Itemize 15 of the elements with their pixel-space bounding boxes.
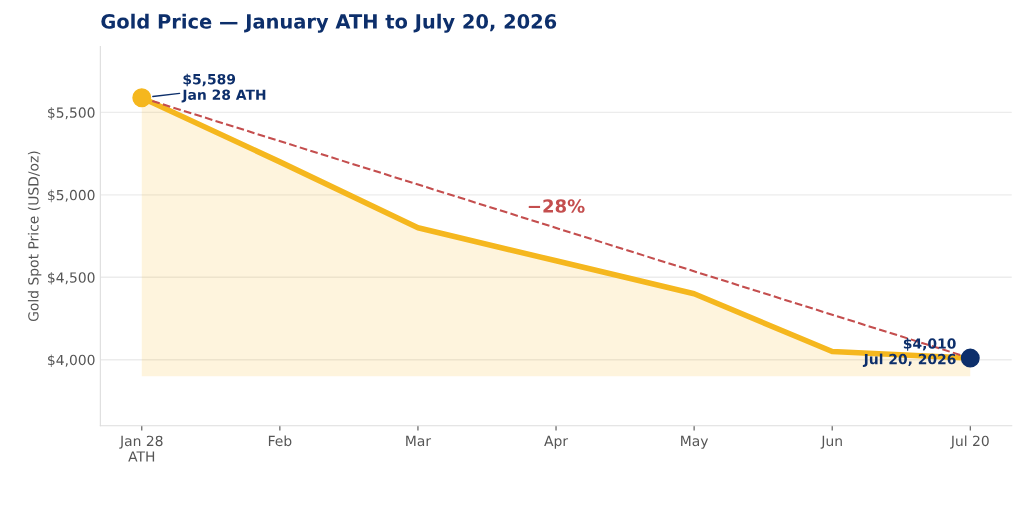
chart-title: Gold Price — January ATH to July 20, 2026 [101, 13, 557, 33]
y-tick-label: $4,500 [48, 272, 95, 285]
y-tick-label: $5,000 [48, 189, 95, 203]
y-axis-title: Gold Spot Price (USD/oz) [27, 151, 42, 322]
annotation: $5,589 Jan 28 ATH [181, 73, 266, 103]
x-tick-label: Jun [820, 435, 842, 449]
x-tick-label: Jan 28 ATH [119, 435, 163, 462]
x-tick-label: May [681, 435, 709, 449]
x-tick-label: Jul 20 [950, 435, 989, 449]
y-tick-label: $5,500 [48, 107, 95, 120]
x-tick-label: Mar [406, 435, 432, 447]
x-tick-label: Apr [544, 435, 569, 449]
annotation: −28% [528, 199, 585, 213]
y-tick-label: $4,000 [48, 354, 95, 368]
x-tick-label: Feb [268, 435, 292, 447]
